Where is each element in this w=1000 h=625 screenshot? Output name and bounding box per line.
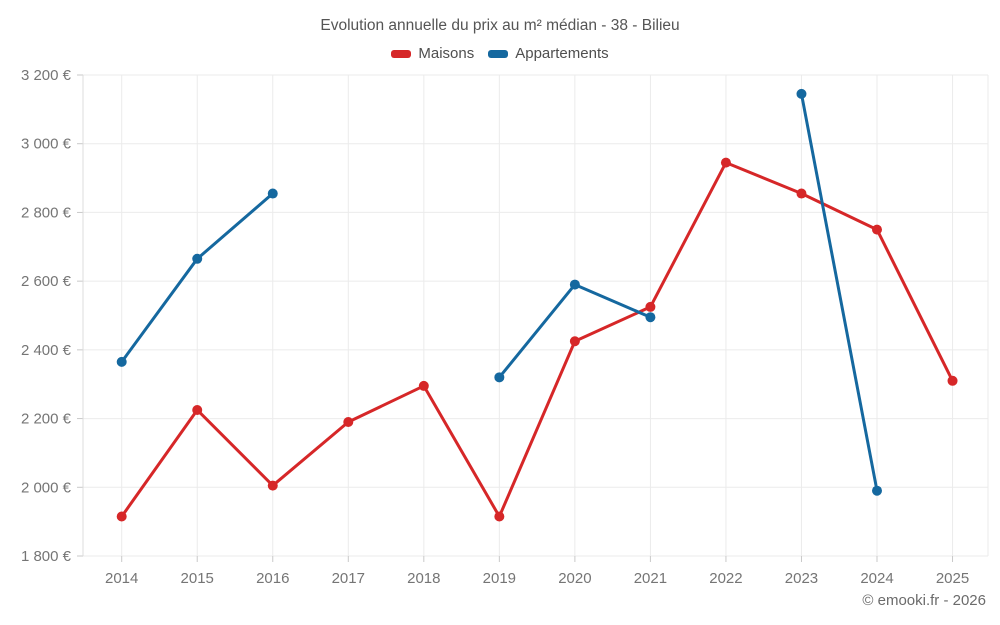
legend-label-maisons: Maisons (418, 45, 475, 62)
y-axis-tick-label: 2 200 € (21, 411, 72, 428)
point-maisons-2021[interactable] (645, 301, 656, 312)
x-axis-tick-label: 2019 (483, 570, 516, 587)
x-axis-tick-label: 2017 (332, 570, 365, 587)
copyright-credit: © emooki.fr - 2026 (862, 592, 986, 609)
point-maisons-2022[interactable] (720, 157, 731, 168)
point-maisons-2025[interactable] (947, 375, 958, 386)
point-appartements-2016[interactable] (267, 188, 278, 199)
point-maisons-2014[interactable] (116, 511, 127, 522)
point-maisons-2017[interactable] (343, 417, 354, 428)
maisons-color-swatch (391, 49, 412, 58)
x-axis-tick-label: 2018 (407, 570, 440, 587)
point-appartements-2024[interactable] (872, 485, 882, 496)
point-maisons-2023[interactable] (796, 188, 807, 199)
x-axis-tick-label: 2020 (558, 570, 591, 587)
chart-title: Evolution annuelle du prix au m² médian … (320, 17, 680, 34)
y-axis-tick-label: 1 800 € (21, 548, 72, 565)
y-axis-tick-label: 2 800 € (21, 204, 72, 221)
point-maisons-2015[interactable] (192, 404, 203, 415)
point-maisons-2016[interactable] (267, 480, 278, 491)
point-appartements-2014[interactable] (116, 356, 127, 367)
legend-item-maisons[interactable]: Maisons (391, 45, 474, 62)
point-maisons-2019[interactable] (494, 511, 505, 522)
x-axis-tick-label: 2021 (634, 570, 667, 587)
y-axis-tick-label: 2 000 € (21, 479, 72, 496)
point-maisons-2024[interactable] (872, 224, 882, 235)
legend-label-appartements: Appartements (515, 45, 609, 62)
x-axis-tick-label: 2023 (785, 570, 818, 587)
point-appartements-2020[interactable] (569, 279, 580, 290)
appartements-color-swatch (488, 49, 509, 58)
legend-item-appartements[interactable]: Appartements (488, 45, 609, 62)
chart-legend: Maisons Appartements (0, 45, 1000, 62)
point-maisons-2020[interactable] (569, 336, 580, 347)
point-appartements-2023[interactable] (796, 88, 807, 99)
x-axis-tick-label: 2014 (105, 570, 138, 587)
line-appartements (799, 92, 879, 493)
y-axis-tick-label: 2 400 € (21, 342, 72, 359)
x-axis-tick-label: 2022 (709, 570, 742, 587)
point-maisons-2018[interactable] (418, 380, 429, 391)
x-axis-tick-label: 2024 (860, 570, 893, 587)
x-axis-tick-label: 2025 (936, 570, 969, 587)
y-axis-tick-label: 3 200 € (21, 67, 72, 84)
line-maisons (120, 161, 955, 518)
point-appartements-2021[interactable] (645, 312, 656, 323)
x-axis-tick-label: 2016 (256, 570, 289, 587)
y-axis-tick-label: 2 600 € (21, 273, 72, 290)
x-axis-tick-label: 2015 (181, 570, 214, 587)
point-appartements-2015[interactable] (192, 253, 203, 264)
point-appartements-2019[interactable] (494, 372, 505, 383)
y-axis-tick-label: 3 000 € (21, 136, 72, 153)
